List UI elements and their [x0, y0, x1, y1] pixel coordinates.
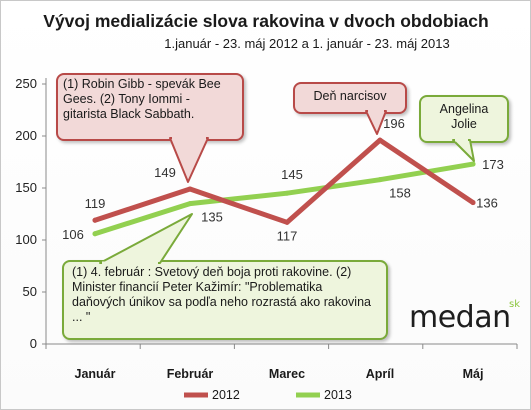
- data-label-2012: 196: [383, 116, 405, 131]
- y-tick-label: 200: [15, 128, 37, 143]
- data-point-2012: [470, 200, 476, 206]
- data-point-2012: [377, 137, 383, 143]
- data-label-2013: 145: [281, 167, 303, 182]
- data-point-2012: [284, 219, 290, 225]
- data-label-2013: 106: [62, 227, 84, 242]
- data-label-2012: 149: [154, 165, 176, 180]
- data-label-2012: 119: [85, 196, 106, 211]
- medan-logo: medan: [409, 300, 511, 335]
- y-tick-label: 100: [15, 232, 37, 247]
- annotation-robin-gibb-text: (1) Robin Gibb - spevák Bee Gees. (2) To…: [63, 77, 221, 121]
- medan-logo-text: medan: [409, 300, 511, 335]
- data-point-2013: [470, 161, 476, 167]
- x-tick-label: Máj: [463, 367, 484, 381]
- annotation-svetovy-den-text: (1) 4. február : Svetový deň boja proti …: [72, 265, 371, 324]
- data-point-2013: [284, 190, 290, 196]
- y-tick-label: 250: [15, 76, 37, 91]
- annotation-den-narcisov-text: Deň narcisov: [313, 89, 387, 103]
- annotation-angelina-jolie-text: Angelina Jolie: [439, 102, 489, 131]
- data-point-2012: [187, 186, 193, 192]
- x-tick-label: Marec: [269, 367, 305, 381]
- annotation-den-narcisov: Deň narcisov: [293, 82, 407, 114]
- data-point-2013: [377, 177, 383, 183]
- legend-label-2012: 2012: [212, 388, 240, 402]
- data-point-2013: [92, 231, 98, 237]
- annotation-angelina-jolie: Angelina Jolie: [419, 95, 509, 143]
- medan-logo-suffix: sk: [509, 299, 521, 310]
- annotation-svetovy-den: (1) 4. február : Svetový deň boja proti …: [62, 260, 388, 340]
- data-point-2013: [187, 201, 193, 207]
- x-tick-label: Január: [75, 367, 116, 381]
- chart-title: Vývoj medializácie slova rakovina v dvoc…: [43, 11, 488, 31]
- data-point-2012: [92, 217, 98, 223]
- data-label-2013: 173: [482, 157, 504, 172]
- annotation-robin-gibb: (1) Robin Gibb - spevák Bee Gees. (2) To…: [56, 73, 244, 141]
- legend-label-2013: 2013: [324, 388, 352, 402]
- data-label-2013: 135: [201, 210, 223, 225]
- y-tick-label: 0: [30, 336, 37, 351]
- data-label-2012: 117: [277, 228, 298, 243]
- data-label-2013: 158: [389, 186, 411, 201]
- y-tick-label: 150: [15, 180, 37, 195]
- y-tick-label: 50: [23, 284, 37, 299]
- x-tick-label: Február: [167, 367, 214, 381]
- chart-subtitle: 1.január - 23. máj 2012 a 1. január - 23…: [164, 36, 449, 51]
- x-tick-label: Apríl: [366, 367, 394, 381]
- data-label-2012: 136: [476, 196, 498, 211]
